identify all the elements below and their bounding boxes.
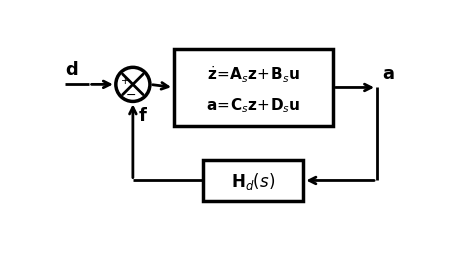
Text: $\mathbf{d}$: $\mathbf{d}$ bbox=[65, 61, 79, 79]
Text: $\mathbf{f}$: $\mathbf{f}$ bbox=[138, 107, 148, 124]
Text: $\mathbf{a}\!=\!\mathbf{C}_s\mathbf{z}\!+\!\mathbf{D}_s\mathbf{u}$: $\mathbf{a}\!=\!\mathbf{C}_s\mathbf{z}\!… bbox=[206, 96, 301, 114]
Text: $-$: $-$ bbox=[125, 88, 136, 101]
Text: $\dot{\mathbf{z}}\!=\!\mathbf{A}_s\mathbf{z}\!+\!\mathbf{B}_s\mathbf{u}$: $\dot{\mathbf{z}}\!=\!\mathbf{A}_s\mathb… bbox=[207, 64, 300, 85]
Text: $\mathbf{H}_d(s)$: $\mathbf{H}_d(s)$ bbox=[231, 170, 275, 191]
Bar bbox=[174, 50, 333, 127]
Text: $\mathbf{a}$: $\mathbf{a}$ bbox=[383, 65, 395, 83]
Text: $+$: $+$ bbox=[120, 74, 130, 85]
Bar bbox=[202, 161, 303, 201]
